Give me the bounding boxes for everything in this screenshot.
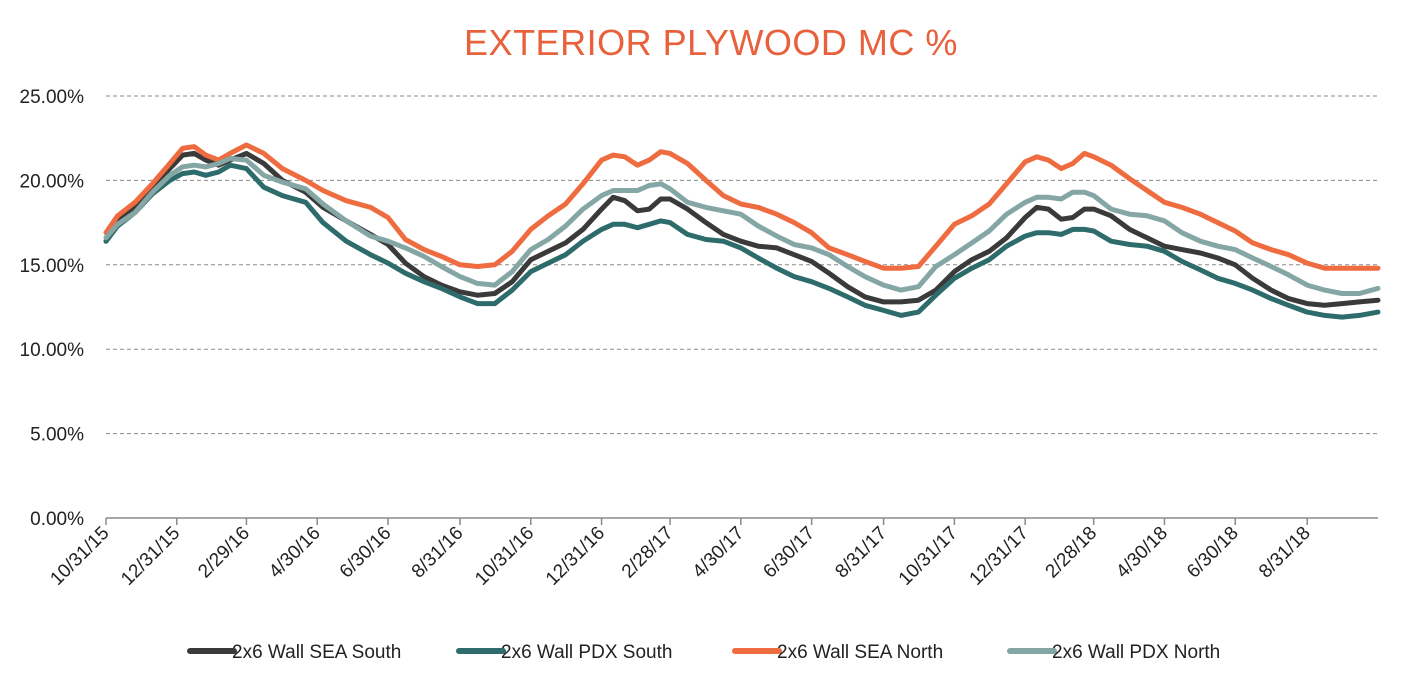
x-tick-label: 6/30/18 (1183, 523, 1243, 583)
legend-label: 2x6 Wall PDX South (501, 642, 672, 663)
x-tick-label: 8/31/17 (831, 523, 891, 583)
x-tick-label: 10/31/16 (471, 523, 538, 590)
legend-label: 2x6 Wall SEA North (777, 642, 943, 663)
x-tick-label: 6/30/16 (336, 523, 396, 583)
y-tick-label: 5.00% (30, 425, 84, 446)
x-tick-label: 4/30/18 (1112, 523, 1172, 583)
x-tick-label: 8/31/18 (1255, 523, 1315, 583)
x-tick-label: 2/29/16 (194, 523, 254, 583)
legend-label: 2x6 Wall SEA South (232, 642, 401, 663)
x-tick-label: 12/31/17 (966, 523, 1033, 590)
chart-title: EXTERIOR PLYWOOD MC % (464, 22, 958, 63)
x-tick-label: 12/31/15 (117, 523, 184, 590)
x-tick-label: 2/28/18 (1042, 523, 1102, 583)
x-tick-label: 10/31/15 (46, 523, 113, 590)
x-tick-label: 10/31/17 (895, 523, 962, 590)
series-line-4 (103, 156, 1381, 296)
legend-label: 2x6 Wall PDX North (1052, 642, 1220, 663)
y-tick-label: 0.00% (30, 509, 84, 530)
y-tick-label: 15.00% (20, 256, 85, 277)
y-tick-label: 10.00% (20, 340, 85, 361)
series-line-3 (103, 142, 1381, 271)
series-line-2 (103, 162, 1381, 320)
x-tick-label: 4/30/17 (689, 523, 749, 583)
x-tick-label: 6/30/17 (759, 523, 819, 583)
x-tick-label: 8/31/16 (408, 523, 468, 583)
x-tick-label: 2/28/17 (618, 523, 678, 583)
x-tick-label: 4/30/16 (265, 523, 325, 583)
y-tick-label: 20.00% (20, 171, 85, 192)
y-tick-label: 25.00% (20, 87, 85, 108)
x-tick-label: 12/31/16 (542, 523, 609, 590)
